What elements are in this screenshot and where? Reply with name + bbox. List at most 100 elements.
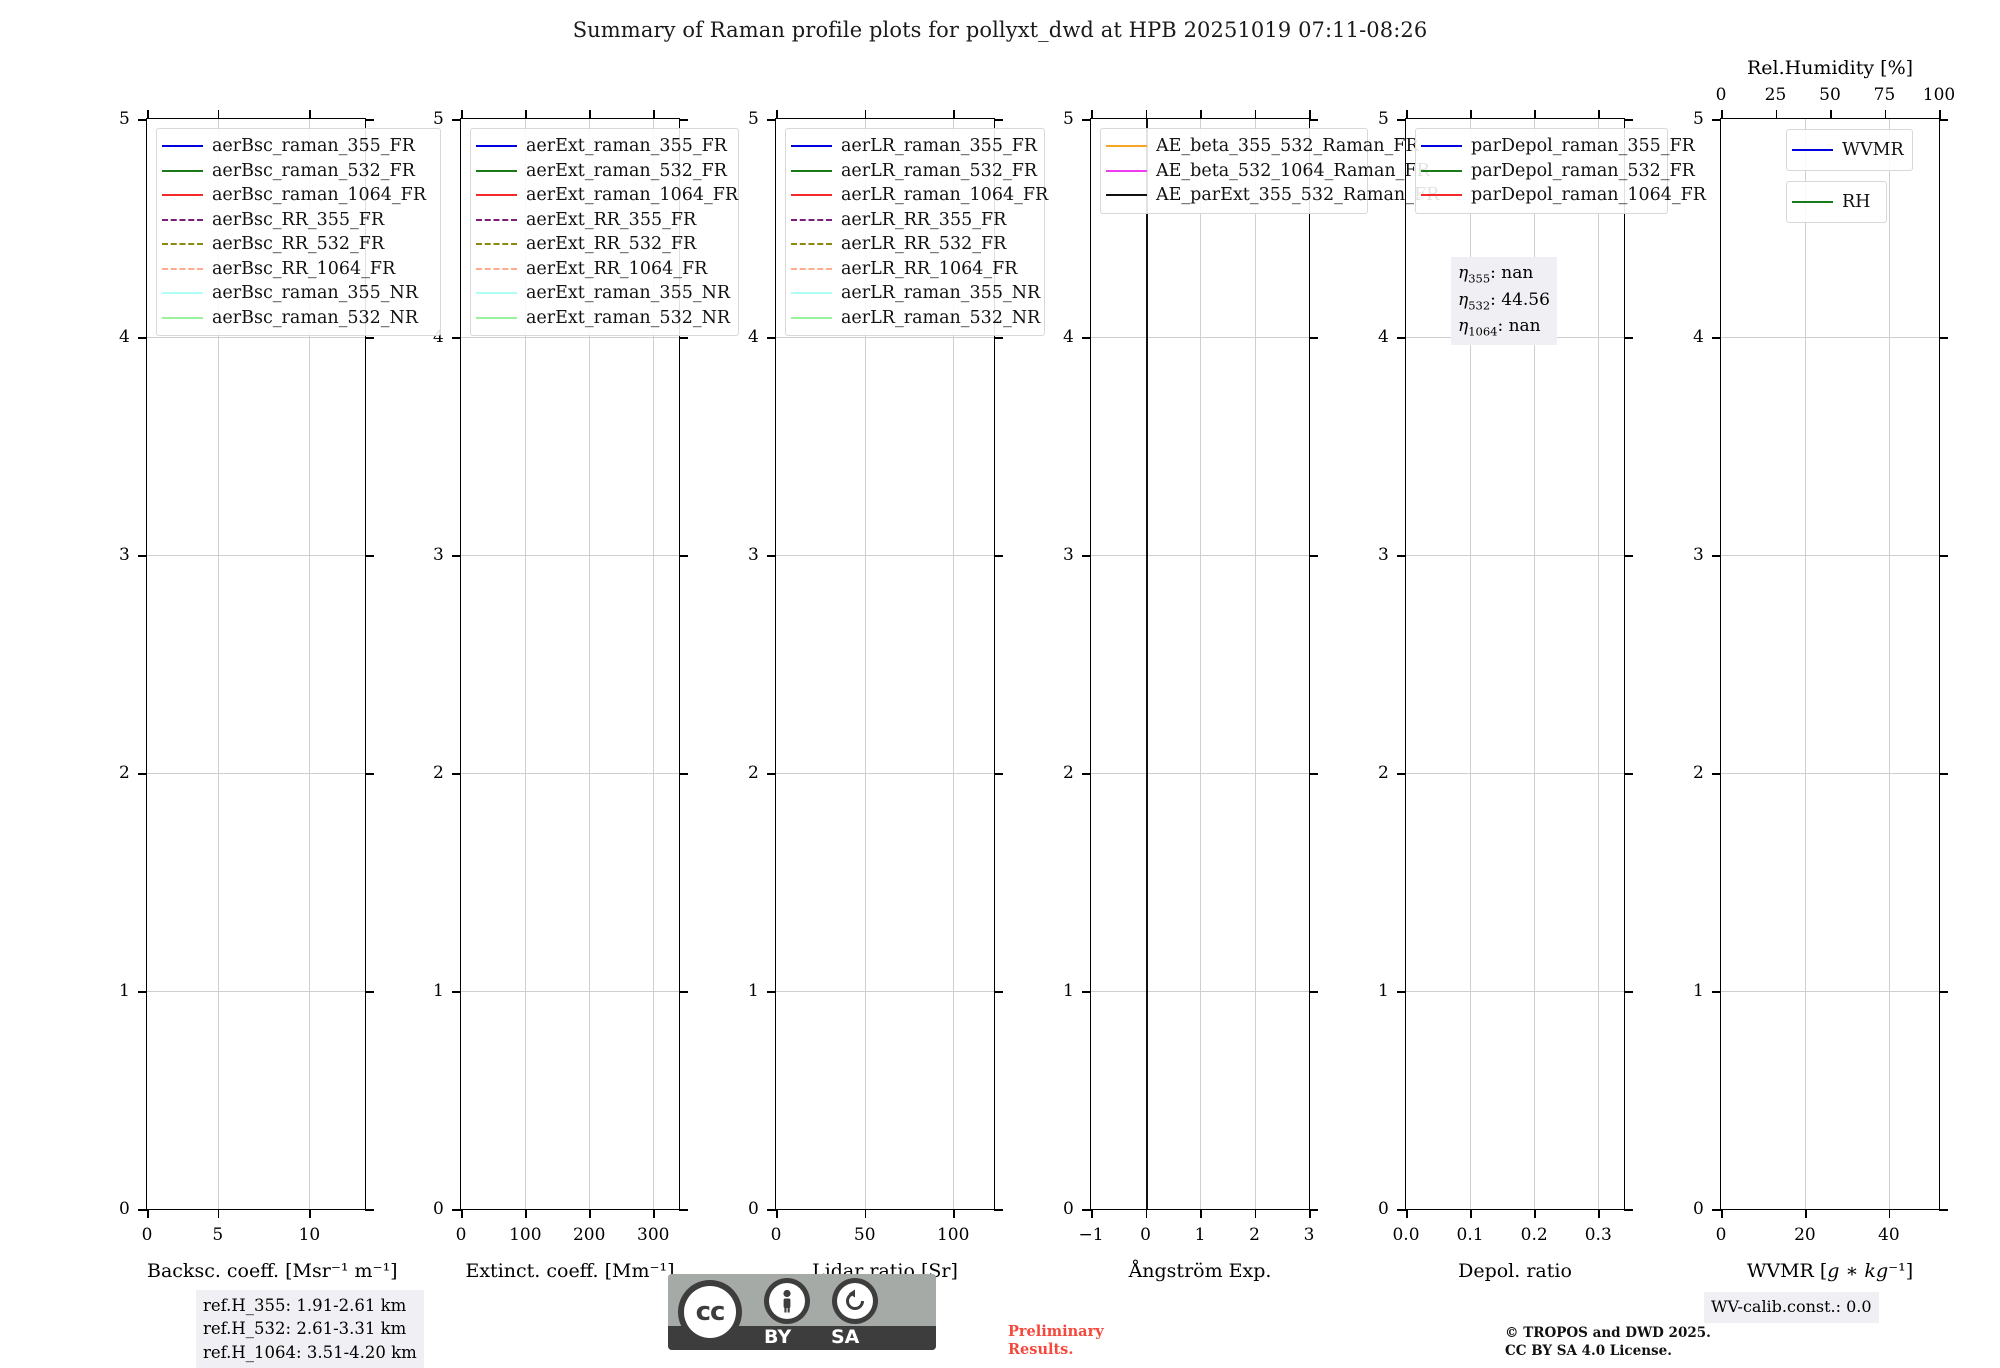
legend-item[interactable]: parDepol_raman_355_FR (1421, 134, 1695, 159)
y-tick-1: 1 (433, 981, 444, 1001)
y-tick-3: 3 (1063, 545, 1074, 565)
legend-label: aerExt_raman_532_NR (526, 307, 731, 328)
legend-label: aerBsc_RR_1064_FR (212, 258, 396, 279)
y-tick-1: 1 (1063, 981, 1074, 1001)
legend-item[interactable]: aerExt_raman_532_FR (476, 159, 730, 184)
y-tick-5: 5 (119, 109, 130, 129)
legend-item[interactable]: AE_beta_532_1064_Raman_FR (1106, 159, 1430, 184)
legend-line-icon (1792, 149, 1833, 151)
legend-label: aerLR_RR_355_FR (841, 209, 1007, 230)
legend-line-icon (162, 267, 203, 270)
legend-line-icon (1792, 201, 1833, 203)
legend-item[interactable]: aerLR_RR_1064_FR (791, 257, 1036, 282)
legend-item[interactable]: AE_parExt_355_532_Raman_FR (1106, 183, 1439, 208)
legend-item[interactable]: aerBsc_raman_1064_FR (162, 183, 432, 208)
y-tick-0: 0 (119, 1199, 130, 1219)
plot-area-backscatter[interactable]: 0 1 2 3 4 5 0 5 10 aerBsc_raman_355_FR a… (119, 109, 441, 1282)
legend-label: aerBsc_raman_355_FR (212, 136, 415, 157)
y-tick-1: 1 (748, 981, 759, 1001)
x-tick-extinction-1: 100 (509, 1225, 542, 1245)
legend-item[interactable]: aerExt_raman_355_FR (476, 134, 730, 159)
legend-item[interactable]: aerBsc_raman_355_FR (162, 134, 432, 159)
legend-item[interactable]: RH (1792, 187, 1878, 217)
cc-by-sa-license-logo: cc BY SA (668, 1274, 936, 1350)
legend-line-icon (476, 218, 517, 221)
page-title: Summary of Raman profile plots for polly… (572, 18, 1428, 42)
eta-symbol: η (1458, 263, 1469, 283)
legend-item[interactable]: aerExt_raman_532_NR (476, 306, 730, 331)
legend-item[interactable]: aerBsc_raman_532_FR (162, 159, 432, 184)
legend-angstrom[interactable]: AE_beta_355_532_Raman_FR AE_beta_532_106… (1100, 128, 1439, 214)
legend-label: parDepol_raman_532_FR (1471, 160, 1695, 181)
legend-item[interactable]: aerLR_RR_532_FR (791, 232, 1036, 257)
legend-label: aerBsc_raman_355_NR (212, 283, 419, 304)
legend-label: aerLR_raman_355_FR (841, 136, 1038, 157)
eta-subscript: 355 (1468, 271, 1491, 286)
y-tick-5: 5 (433, 109, 444, 129)
legend-item[interactable]: aerExt_raman_1064_FR (476, 183, 738, 208)
y-tick-4: 4 (1378, 327, 1389, 347)
y-tick-4: 4 (1693, 327, 1704, 347)
x-tick-extinction-0: 0 (455, 1225, 467, 1245)
legend-label: parDepol_raman_1064_FR (1471, 185, 1706, 206)
legend-lidar-ratio[interactable]: aerLR_raman_355_FR aerLR_raman_532_FR ae… (785, 128, 1048, 336)
legend-item[interactable]: aerExt_raman_355_NR (476, 281, 730, 306)
y-tick-3: 3 (1693, 545, 1704, 565)
legend-line-icon (1421, 194, 1462, 197)
legend-line-icon (162, 169, 203, 172)
y-tick-2: 2 (748, 763, 759, 783)
legend-line-icon (1106, 194, 1147, 197)
x-tick-extinction-3: 300 (637, 1225, 670, 1245)
legend-backscatter[interactable]: aerBsc_raman_355_FR aerBsc_raman_532_FR … (156, 128, 441, 336)
x-axis-label-wvmr: WVMR [𝑔 ∗ 𝑘𝑔⁻¹] (1746, 1260, 1914, 1282)
legend-line-icon (476, 243, 517, 246)
legend-item[interactable]: aerBsc_RR_355_FR (162, 208, 432, 233)
legend-item[interactable]: WVMR (1792, 135, 1904, 165)
plot-area-extinction[interactable]: 0 1 2 3 4 5 0 100 200 300 aerExt_raman_3… (433, 109, 739, 1282)
legend-line-icon (162, 243, 203, 246)
eta-value: : nan (1490, 263, 1534, 283)
plot-area-depol[interactable]: 0 1 2 3 4 5 0.0 0.1 0.2 0.3 parDepol_ram… (1378, 109, 1706, 1282)
x-axis-label-extinction: Extinct. coeff. [Mm⁻¹] (465, 1260, 675, 1282)
legend-rh[interactable]: RH (1786, 181, 1887, 223)
legend-depol[interactable]: parDepol_raman_355_FR parDepol_raman_532… (1415, 128, 1706, 214)
eta-symbol: η (1458, 316, 1469, 337)
legend-item[interactable]: aerBsc_RR_1064_FR (162, 257, 432, 282)
plot-area-wvmr[interactable]: 0 1 2 3 4 5 0 20 40 0 25 50 75 100 Rel.H… (1693, 57, 1955, 1282)
legend-label: aerExt_RR_1064_FR (526, 258, 708, 279)
x-tick-depol-0: 0.0 (1392, 1225, 1420, 1245)
legend-item[interactable]: aerLR_raman_532_FR (791, 159, 1037, 184)
legend-extinction[interactable]: aerExt_raman_355_FR aerExt_raman_532_FR … (470, 128, 739, 336)
legend-item[interactable]: aerLR_raman_355_NR (791, 281, 1040, 306)
legend-line-icon (791, 243, 832, 246)
plot-area-lidar-ratio[interactable]: 0 1 2 3 4 5 0 50 100 aerLR_raman_355_FR … (748, 109, 1048, 1282)
legend-item[interactable]: parDepol_raman_1064_FR (1421, 183, 1706, 208)
legend-item[interactable]: aerBsc_RR_532_FR (162, 232, 432, 257)
legend-item[interactable]: aerExt_RR_532_FR (476, 232, 730, 257)
top-axis-label-rh: Rel.Humidity [%] (1746, 57, 1914, 79)
legend-item[interactable]: aerLR_RR_355_FR (791, 208, 1036, 233)
legend-item[interactable]: aerLR_raman_532_NR (791, 306, 1040, 331)
legend-item[interactable]: aerExt_RR_355_FR (476, 208, 730, 233)
legend-item[interactable]: aerBsc_raman_532_NR (162, 306, 432, 331)
legend-wvmr[interactable]: WVMR (1786, 129, 1913, 171)
legend-line-icon (791, 267, 832, 270)
legend-item[interactable]: aerBsc_raman_355_NR (162, 281, 432, 306)
legend-item[interactable]: AE_beta_355_532_Raman_FR (1106, 134, 1419, 159)
y-tick-5: 5 (748, 109, 759, 129)
plot-area-angstrom[interactable]: 0 1 2 3 4 5 −1 0 1 2 3 AE_beta_355_532_R… (1063, 109, 1439, 1282)
legend-label: aerBsc_raman_1064_FR (212, 185, 426, 206)
x-tick-rh-1: 25 (1764, 85, 1787, 105)
y-tick-0: 0 (748, 1199, 759, 1219)
legend-line-icon (476, 316, 517, 319)
legend-item[interactable]: aerLR_raman_1064_FR (791, 183, 1048, 208)
cc-by-label: BY (764, 1326, 792, 1348)
legend-line-icon (791, 145, 832, 148)
y-tick-4: 4 (433, 327, 444, 347)
legend-item[interactable]: aerLR_raman_355_FR (791, 134, 1038, 159)
x-tick-rh-4: 100 (1922, 85, 1956, 105)
person-glyph (783, 1289, 791, 1313)
legend-item[interactable]: parDepol_raman_532_FR (1421, 159, 1695, 184)
x-tick-backscatter-2: 10 (298, 1225, 321, 1245)
legend-item[interactable]: aerExt_RR_1064_FR (476, 257, 730, 282)
